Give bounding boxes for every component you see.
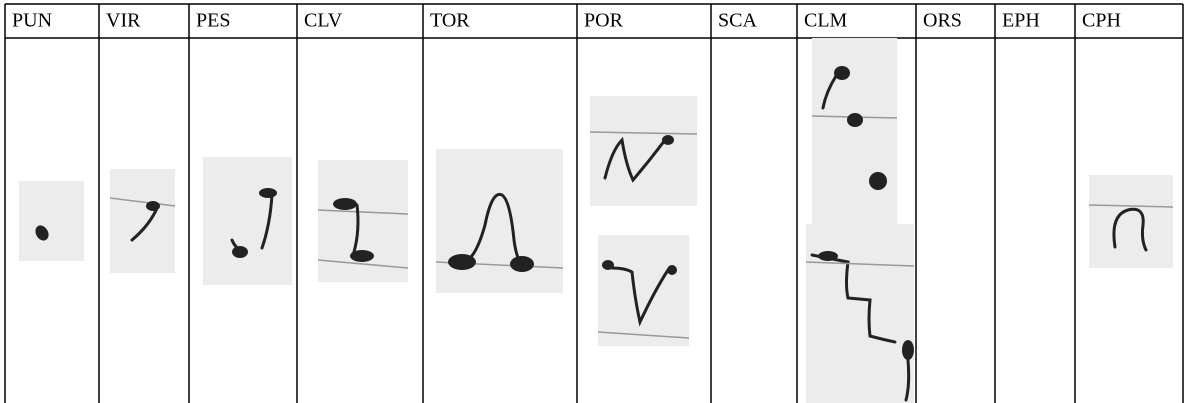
neume-clm-b <box>805 224 915 403</box>
neume-cph <box>1088 175 1174 268</box>
header-cell: PUN <box>12 10 52 32</box>
neume-clm-a <box>811 38 898 224</box>
neume-por-a <box>589 96 698 206</box>
neume-tor <box>435 149 564 293</box>
header-row: PUN VIR PES CLV TOR POR SCA CLM ORS EPH … <box>12 10 1121 32</box>
header-cell: CLM <box>804 10 848 32</box>
neume-por-b <box>597 235 690 346</box>
header-cell: POR <box>584 10 624 32</box>
header-cell: CLV <box>304 10 343 32</box>
header-cell: TOR <box>430 10 470 32</box>
header-cell: ORS <box>923 10 962 32</box>
neume-images <box>19 38 1174 403</box>
header-cell: CPH <box>1082 10 1121 32</box>
table-rules <box>4 3 1184 403</box>
header-cell: EPH <box>1002 10 1040 32</box>
header-cell: SCA <box>718 10 757 32</box>
neume-clv <box>317 160 409 282</box>
neume-vir <box>109 169 176 273</box>
neume-pes <box>203 157 292 285</box>
header-cell: PES <box>196 10 230 32</box>
neume-pun <box>19 181 84 261</box>
header-cell: VIR <box>106 10 141 32</box>
